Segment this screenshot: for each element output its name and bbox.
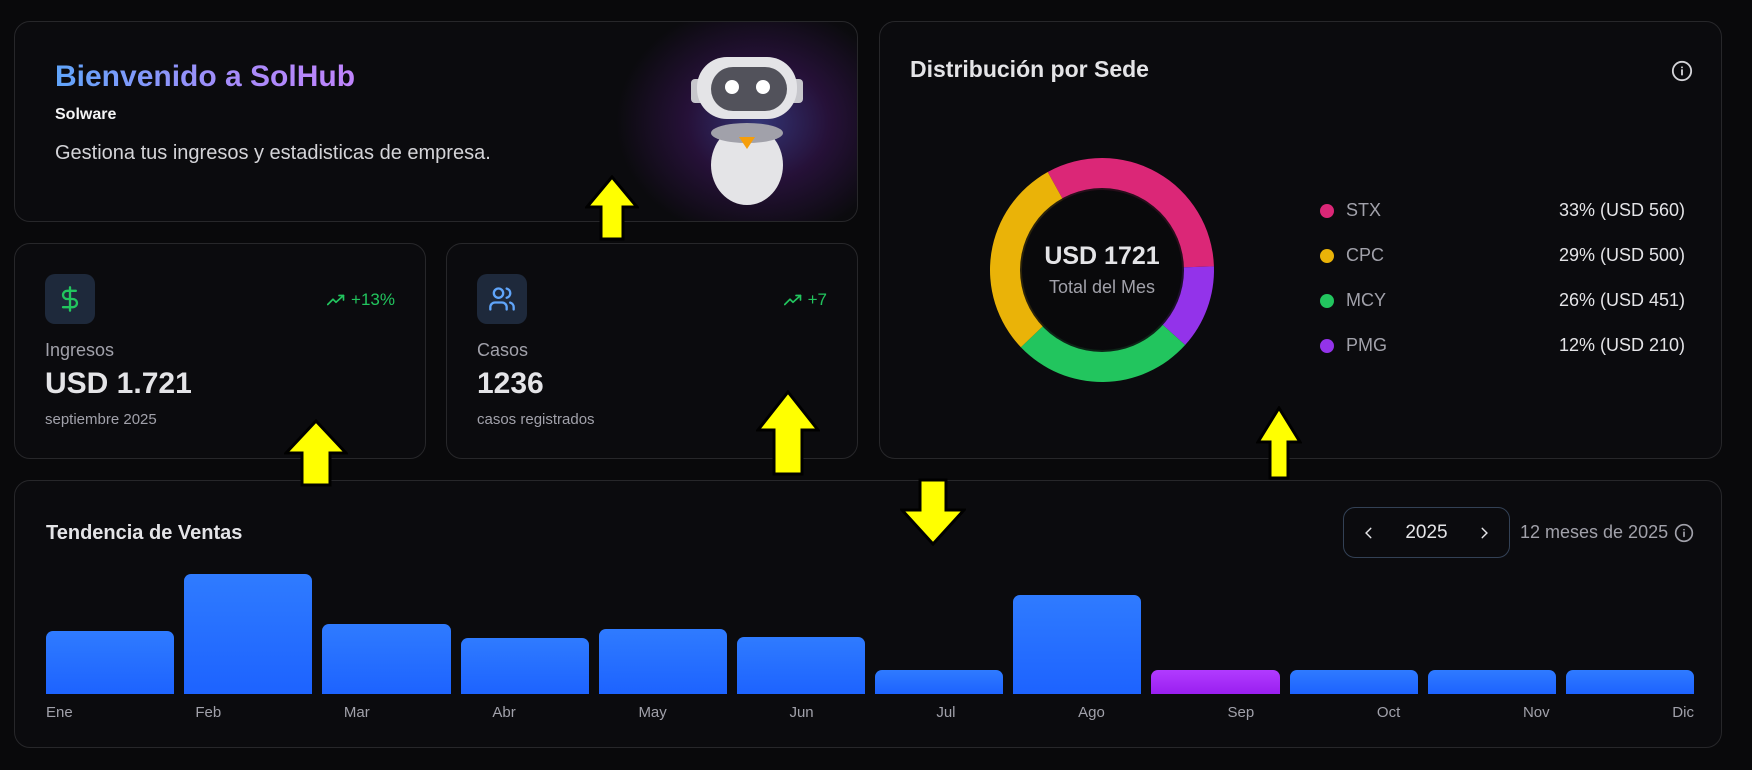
legend-item-pmg: PMG 12% (USD 210) bbox=[1320, 323, 1685, 368]
welcome-card: Bienvenido a SolHub Solware Gestiona tus… bbox=[14, 21, 858, 222]
bar-mar[interactable] bbox=[322, 624, 451, 694]
legend-label: CPC bbox=[1346, 245, 1385, 265]
legend-value: 33% (USD 560) bbox=[1558, 200, 1685, 220]
donut-segment-cpc bbox=[990, 172, 1064, 348]
donut-total-amount: USD 1721 bbox=[1044, 242, 1160, 270]
legend-dot-icon bbox=[1320, 248, 1334, 263]
bar-ago[interactable] bbox=[1013, 595, 1142, 694]
legend-dot-icon bbox=[1320, 338, 1334, 353]
casos-value: 1236 bbox=[477, 367, 544, 400]
ingresos-label: Ingresos bbox=[45, 340, 115, 360]
annotation-arrow-up-icon bbox=[1256, 406, 1302, 480]
trending-up-icon bbox=[783, 294, 801, 306]
month-axis: Ene Feb Mar Abr May Jun Jul Ago Sep Oct Nov Dic bbox=[46, 704, 1694, 721]
month-label: Abr bbox=[492, 704, 516, 721]
annotation-arrow-up-icon bbox=[756, 390, 820, 476]
month-label: Sep bbox=[1227, 704, 1255, 721]
legend-label: STX bbox=[1346, 200, 1382, 220]
bar-may[interactable] bbox=[598, 629, 727, 694]
bar-dic[interactable] bbox=[1565, 670, 1695, 694]
legend-value: 26% (USD 451) bbox=[1558, 290, 1685, 310]
bar-jun[interactable] bbox=[736, 637, 866, 694]
sales-trend-card: Tendencia de Ventas 2025 12 meses de 202… bbox=[14, 480, 1722, 748]
month-label: Jul bbox=[936, 704, 956, 721]
legend-value: 29% (USD 500) bbox=[1558, 245, 1685, 265]
legend-item-stx: STX 33% (USD 560) bbox=[1320, 188, 1685, 233]
legend-item-cpc: CPC 29% (USD 500) bbox=[1320, 233, 1685, 278]
month-label: Oct bbox=[1376, 704, 1401, 721]
bar-feb[interactable] bbox=[184, 574, 313, 694]
casos-trend-value: +7 bbox=[807, 290, 827, 309]
bar-jul[interactable] bbox=[875, 670, 1004, 694]
bar-sep[interactable] bbox=[1151, 670, 1280, 694]
month-label: Nov bbox=[1522, 704, 1550, 721]
dollar-icon bbox=[45, 274, 95, 324]
bar-abr[interactable] bbox=[460, 638, 589, 694]
month-label: Mar bbox=[343, 704, 370, 721]
company-name: Solware bbox=[55, 106, 117, 123]
month-label: Dic bbox=[1672, 704, 1694, 721]
ingresos-stat-card: +13% Ingresos USD 1.721 septiembre 2025 bbox=[14, 243, 426, 459]
legend-label: PMG bbox=[1346, 335, 1388, 355]
casos-trend: +7 bbox=[783, 290, 827, 310]
range-caption: 12 meses de 2025 bbox=[1520, 522, 1669, 542]
legend-dot-icon bbox=[1320, 203, 1334, 218]
ingresos-trend-value: +13% bbox=[351, 290, 395, 309]
legend-dot-icon bbox=[1320, 293, 1334, 308]
welcome-subtitle: Gestiona tus ingresos y estadisticas de … bbox=[55, 142, 491, 164]
casos-label: Casos bbox=[477, 340, 529, 360]
annotation-arrow-down-icon bbox=[900, 478, 966, 546]
month-label: Ago bbox=[1078, 704, 1105, 721]
donut-total-caption: Total del Mes bbox=[1048, 277, 1156, 297]
ingresos-trend: +13% bbox=[327, 290, 395, 310]
legend-value: 12% (USD 210) bbox=[1558, 335, 1685, 355]
users-icon bbox=[477, 274, 527, 324]
donut-segment-pmg bbox=[1161, 266, 1214, 346]
ingresos-period: septiembre 2025 bbox=[45, 411, 157, 428]
donut-center: USD 1721 Total del Mes bbox=[1020, 188, 1184, 352]
bar-oct[interactable] bbox=[1289, 670, 1418, 694]
robot-mascot-icon bbox=[691, 57, 803, 205]
trending-up-icon bbox=[327, 294, 345, 306]
year-selector: 2025 bbox=[1343, 507, 1510, 558]
info-icon[interactable] bbox=[1671, 60, 1693, 82]
ingresos-value: USD 1.721 bbox=[45, 367, 192, 400]
chevron-left-icon[interactable] bbox=[1362, 526, 1376, 540]
selected-year: 2025 bbox=[1405, 521, 1448, 543]
sales-bar-chart bbox=[46, 541, 1695, 694]
annotation-arrow-up-icon bbox=[284, 419, 348, 487]
bar-nov[interactable] bbox=[1427, 670, 1556, 694]
distribution-legend: STX 33% (USD 560) CPC 29% (USD 500) MCY … bbox=[1320, 188, 1685, 368]
month-label: Jun bbox=[789, 704, 814, 721]
annotation-arrow-up-icon bbox=[585, 175, 639, 241]
info-icon[interactable] bbox=[1674, 523, 1694, 543]
chevron-right-icon[interactable] bbox=[1477, 526, 1491, 540]
bar-ene[interactable] bbox=[46, 631, 175, 694]
distribution-card: Distribución por Sede USD 1721 Total del… bbox=[879, 21, 1722, 459]
sales-trend-title: Tendencia de Ventas bbox=[46, 522, 243, 544]
month-label: May bbox=[638, 704, 667, 721]
donut-segment-stx bbox=[1047, 158, 1214, 268]
month-label: Ene bbox=[46, 704, 73, 721]
month-label: Feb bbox=[195, 704, 222, 721]
legend-item-mcy: MCY 26% (USD 451) bbox=[1320, 278, 1685, 323]
distribution-title: Distribución por Sede bbox=[910, 56, 1149, 82]
welcome-title: Bienvenido a SolHub bbox=[55, 60, 356, 93]
casos-caption: casos registrados bbox=[477, 411, 595, 428]
legend-label: MCY bbox=[1346, 290, 1386, 310]
